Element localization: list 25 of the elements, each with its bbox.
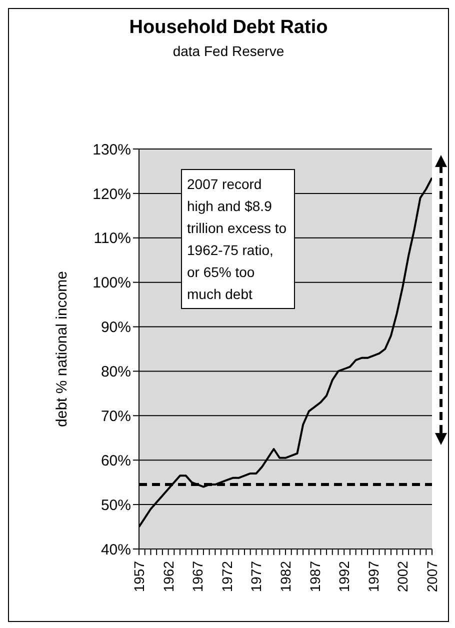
y-tick-label: 120% [92,186,131,203]
chart-title: Household Debt Ratio [128,17,329,39]
x-tick-label: 1972 [218,560,235,592]
y-tick-label: 40% [100,541,131,558]
y-tick-label: 90% [100,319,131,336]
y-tick-label: 130% [92,141,131,158]
x-tick-label: 1967 [190,560,206,592]
x-tick-label: 2002 [394,560,411,592]
x-tick-label: 1962 [160,560,176,592]
y-tick-label: 70% [100,408,131,425]
x-tick-label: 1992 [336,560,352,592]
y-tick-label: 110% [94,230,131,248]
y-tick-label: 60% [100,452,131,470]
y-tick-label: 100% [92,274,131,292]
y-tick-label: 50% [100,496,131,514]
x-tick-label: 1977 [248,560,264,592]
annotation: 2007 record high and $8.9 trillion excess to 1962-75 ratio, or 65% too much debt [181,169,295,309]
x-tick-label: 2007 [424,560,440,592]
x-tick-label: 1997 [365,560,382,592]
x-tick-label: 1987 [306,560,323,592]
chart-subtitle: data Fed Reserve [172,43,286,59]
x-tick-label: 1982 [278,560,294,592]
y-axis-title: debt % national income [53,271,70,427]
y-tick-label: 80% [100,364,131,381]
x-tick-label: 1957 [131,560,147,592]
